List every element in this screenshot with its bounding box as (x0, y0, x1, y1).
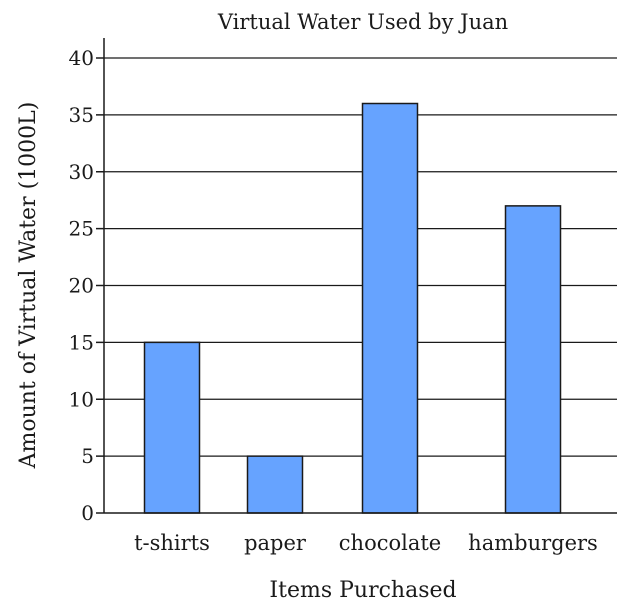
y-tick-label: 5 (81, 444, 94, 468)
y-tick-label: 20 (69, 274, 94, 298)
axes (96, 38, 617, 514)
x-tick-label: chocolate (339, 531, 441, 555)
tick-labels: 0 5 10 15 20 25 30 35 40 t-shirts paper chocolate ha… (69, 46, 598, 555)
bar-paper (246, 455, 304, 514)
y-tick-label: 10 (69, 387, 94, 411)
y-tick-label: 0 (81, 501, 94, 525)
bar-t-shirts (143, 341, 201, 514)
chart-title: Virtual Water Used by Juan (217, 10, 508, 34)
y-tick-label: 30 (69, 160, 94, 184)
bar-chocolate (361, 102, 419, 514)
x-axis-label: Items Purchased (269, 578, 456, 603)
bars (143, 102, 562, 514)
x-tick-label: hamburgers (468, 531, 598, 555)
y-tick-label: 15 (69, 330, 94, 354)
x-tick-label: paper (244, 531, 307, 555)
y-tick-label: 35 (69, 103, 94, 127)
x-tick-label: t-shirts (134, 531, 210, 555)
y-axis-label: Amount of Virtual Water (1000L) (16, 102, 41, 470)
y-tick-label: 40 (69, 46, 94, 70)
bar-hamburgers (504, 205, 562, 514)
y-tick-label: 25 (69, 217, 94, 241)
